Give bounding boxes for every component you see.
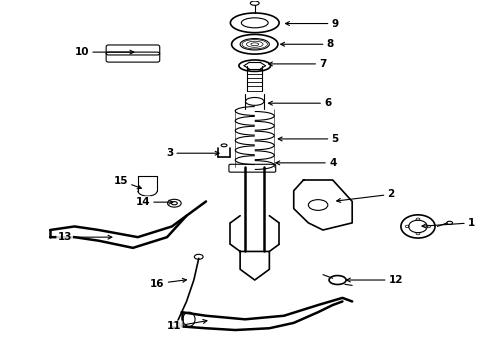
Text: 10: 10 [74,47,134,57]
Text: 6: 6 [269,98,331,108]
Text: 1: 1 [422,218,475,228]
Text: 15: 15 [114,176,141,189]
Text: 9: 9 [286,18,339,28]
Text: 5: 5 [278,134,339,144]
Text: 12: 12 [346,275,403,285]
Text: 3: 3 [166,148,219,158]
Text: 11: 11 [167,319,207,332]
Text: 2: 2 [337,189,395,202]
Text: 7: 7 [269,59,327,69]
Text: 16: 16 [150,278,186,289]
Text: 4: 4 [276,158,337,168]
Text: 13: 13 [57,232,112,242]
Text: 8: 8 [281,39,334,49]
Text: 14: 14 [135,197,173,207]
